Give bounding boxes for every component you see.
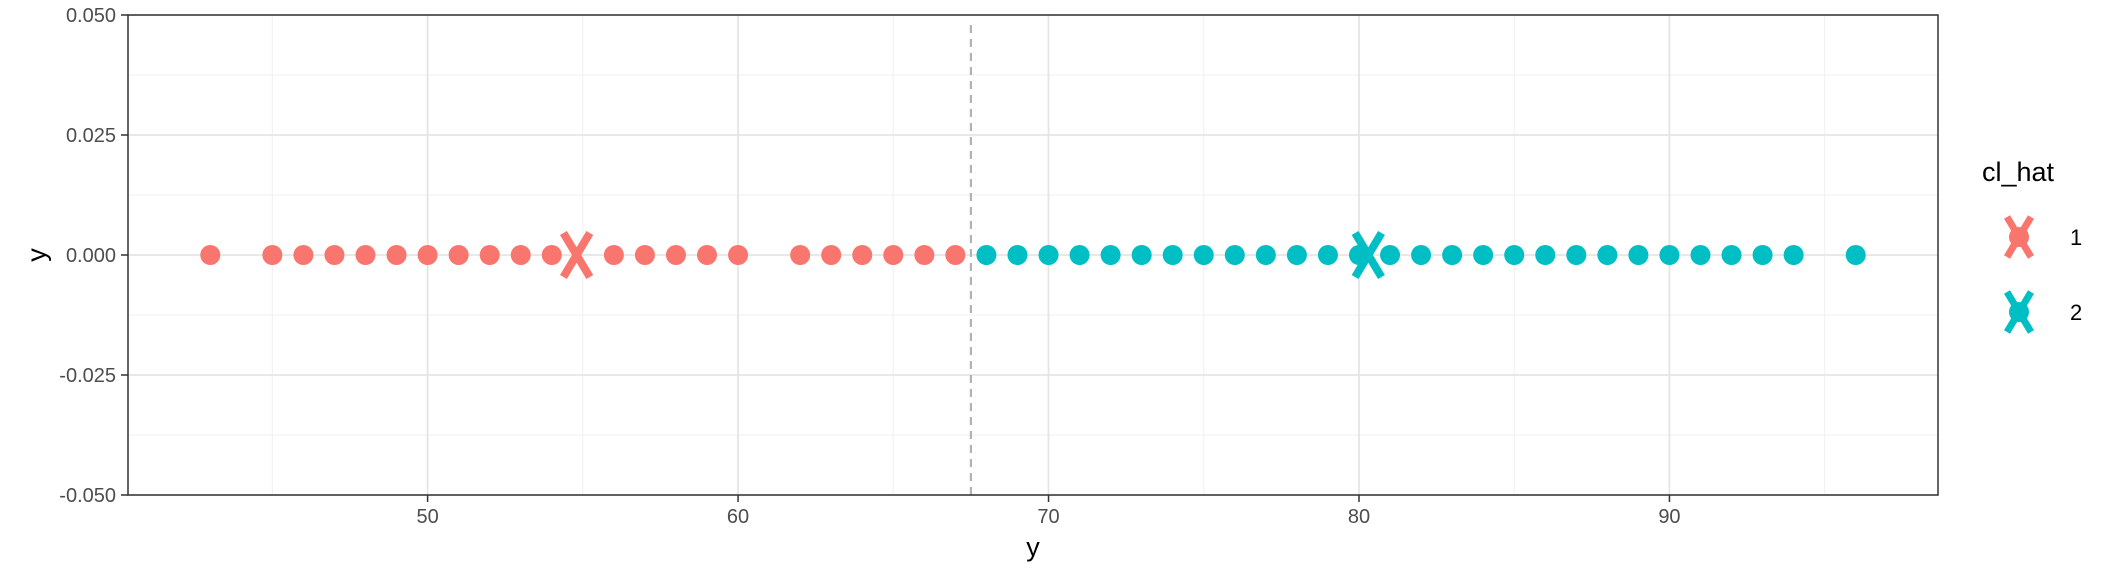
- x-tick-label: 60: [727, 506, 749, 528]
- data-point-series-2: [1317, 245, 1338, 265]
- data-point-series-2: [1752, 245, 1773, 265]
- data-point-series-1: [697, 245, 718, 265]
- data-point-series-2: [1690, 245, 1711, 265]
- x-axis-title: y: [1026, 532, 1040, 562]
- data-point-series-2: [1628, 245, 1649, 265]
- data-point-series-1: [821, 245, 842, 265]
- legend-title: cl_hat: [1982, 157, 2055, 187]
- data-point-series-2: [1224, 245, 1245, 265]
- data-point-series-2: [1193, 245, 1214, 265]
- data-point-series-2: [976, 245, 997, 265]
- legend-key-cross: [2003, 215, 2035, 259]
- y-tick-label: -0.025: [59, 365, 116, 387]
- data-point-series-1: [790, 245, 811, 265]
- data-point-series-1: [852, 245, 873, 265]
- data-point-series-1: [293, 245, 314, 265]
- data-point-series-1: [945, 245, 966, 265]
- legend-key-cross: [2003, 290, 2035, 334]
- x-tick-label: 50: [416, 506, 438, 528]
- y-axis: -0.050 -0.025 0.000 0.025 0.050: [59, 5, 128, 507]
- legend: cl_hat 1 2: [1982, 157, 2082, 334]
- data-point-series-2: [1535, 245, 1556, 265]
- data-point-series-2: [1504, 245, 1525, 265]
- y-tick-label: 0.025: [66, 125, 116, 147]
- data-point-series-1: [634, 245, 655, 265]
- y-tick-label: -0.050: [59, 485, 116, 507]
- data-point-series-1: [541, 245, 562, 265]
- legend-label-1: 1: [2070, 225, 2082, 250]
- data-point-series-1: [448, 245, 469, 265]
- data-point-series-2: [1783, 245, 1804, 265]
- data-point-series-2: [1100, 245, 1121, 265]
- data-point-series-1: [883, 245, 904, 265]
- x-tick-label: 90: [1658, 506, 1680, 528]
- centroid-marker-series-2: [1351, 230, 1385, 280]
- x-axis: 50 60 70 80 90: [416, 495, 1681, 528]
- data-point-series-2: [1659, 245, 1680, 265]
- data-point-series-1: [479, 245, 500, 265]
- data-point-series-1: [603, 245, 624, 265]
- data-point-series-1: [417, 245, 438, 265]
- centroid-marker-series-1: [559, 230, 594, 280]
- data-point-series-2: [1845, 245, 1866, 265]
- y-tick-label: 0.000: [66, 245, 116, 267]
- data-points: [200, 245, 1866, 265]
- data-point-series-1: [262, 245, 283, 265]
- centroid-markers: [559, 230, 1385, 280]
- data-point-series-1: [324, 245, 345, 265]
- data-point-series-2: [1131, 245, 1152, 265]
- legend-key-1: [2003, 215, 2035, 259]
- data-point-series-2: [1038, 245, 1059, 265]
- data-point-series-1: [200, 245, 221, 265]
- data-point-series-2: [1473, 245, 1494, 265]
- data-point-series-2: [1442, 245, 1463, 265]
- data-point-series-1: [355, 245, 376, 265]
- data-point-series-2: [1721, 245, 1742, 265]
- x-tick-label: 80: [1348, 506, 1370, 528]
- y-axis-title: y: [21, 248, 51, 262]
- data-point-series-2: [1286, 245, 1307, 265]
- data-point-series-2: [1255, 245, 1276, 265]
- data-point-series-2: [1411, 245, 1432, 265]
- data-point-series-1: [914, 245, 935, 265]
- y-tick-label: 0.050: [66, 5, 116, 27]
- data-point-series-1: [386, 245, 407, 265]
- data-point-series-2: [1566, 245, 1587, 265]
- data-point-series-1: [665, 245, 686, 265]
- data-point-series-1: [510, 245, 531, 265]
- data-point-series-1: [728, 245, 749, 265]
- data-point-series-2: [1162, 245, 1183, 265]
- data-point-series-2: [1597, 245, 1618, 265]
- data-point-series-2: [1007, 245, 1028, 265]
- legend-label-2: 2: [2070, 300, 2082, 325]
- legend-key-2: [2003, 290, 2035, 334]
- data-point-series-2: [1069, 245, 1090, 265]
- data-point-series-2: [1380, 245, 1401, 265]
- x-tick-label: 70: [1037, 506, 1059, 528]
